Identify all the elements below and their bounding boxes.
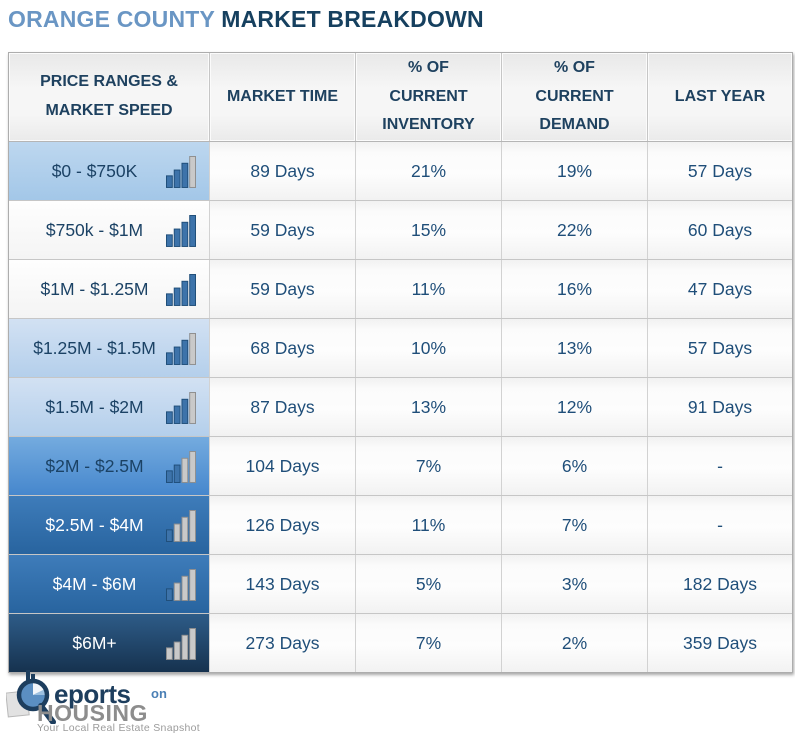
- market-speed-bars-icon: [166, 568, 196, 601]
- price-range-cell: $750k - $1M: [9, 201, 210, 259]
- market-time-cell: 87 Days: [209, 378, 355, 436]
- title-subject: MARKET BREAKDOWN: [221, 6, 484, 32]
- demand-pct-cell: 22%: [501, 201, 647, 259]
- last-year-cell: -: [647, 496, 792, 554]
- title-region: ORANGE COUNTY: [8, 6, 215, 32]
- price-range-label: $0 - $750K: [51, 160, 138, 181]
- header-current-demand: % OF CURRENT DEMAND: [501, 53, 647, 141]
- demand-pct-cell: 12%: [501, 378, 647, 436]
- table-row: $2M - $2.5M 104 Days 7% 6% -: [9, 436, 792, 495]
- price-range-label: $2M - $2.5M: [45, 455, 144, 476]
- demand-pct-cell: 19%: [501, 142, 647, 200]
- logo-text-on: on: [151, 686, 167, 701]
- market-time-cell: 89 Days: [209, 142, 355, 200]
- demand-pct-cell: 7%: [501, 496, 647, 554]
- market-time-cell: 104 Days: [209, 437, 355, 495]
- inventory-pct-cell: 10%: [355, 319, 501, 377]
- price-range-cell: $1M - $1.25M: [9, 260, 210, 318]
- market-speed-bars-icon: [166, 273, 196, 306]
- market-time-cell: 126 Days: [209, 496, 355, 554]
- price-range-cell: $1.25M - $1.5M: [9, 319, 210, 377]
- market-speed-bars-icon: [166, 627, 196, 660]
- price-range-cell: $0 - $750K: [9, 142, 210, 200]
- header-current-inventory: % OF CURRENT INVENTORY: [355, 53, 501, 141]
- table-row: $1.5M - $2M 87 Days 13% 12% 91 Days: [9, 377, 792, 436]
- market-speed-bars-icon: [166, 450, 196, 483]
- table-body: $0 - $750K 89 Days 21% 19% 57 Days $750k - $1…: [9, 142, 792, 672]
- demand-pct-cell: 3%: [501, 555, 647, 613]
- table-row: $0 - $750K 89 Days 21% 19% 57 Days: [9, 142, 792, 200]
- price-range-label: $2.5M - $4M: [45, 514, 144, 535]
- price-range-cell: $1.5M - $2M: [9, 378, 210, 436]
- header-market-time: MARKET TIME: [209, 53, 355, 141]
- market-speed-bars-icon: [166, 391, 196, 424]
- inventory-pct-cell: 15%: [355, 201, 501, 259]
- demand-pct-cell: 6%: [501, 437, 647, 495]
- table-row: $4M - $6M 143 Days 5% 3% 182 Days: [9, 554, 792, 613]
- last-year-cell: 57 Days: [647, 319, 792, 377]
- market-time-cell: 143 Days: [209, 555, 355, 613]
- market-speed-bars-icon: [166, 155, 196, 188]
- last-year-cell: 91 Days: [647, 378, 792, 436]
- price-range-label: $1.25M - $1.5M: [33, 337, 156, 358]
- last-year-cell: 57 Days: [647, 142, 792, 200]
- last-year-cell: 60 Days: [647, 201, 792, 259]
- reports-on-housing-logo: eports on HOUSING Your Local Real Estate…: [6, 666, 266, 734]
- market-speed-bars-icon: [166, 509, 196, 542]
- demand-pct-cell: 16%: [501, 260, 647, 318]
- inventory-pct-cell: 13%: [355, 378, 501, 436]
- table-row: $6M+ 273 Days 7% 2% 359 Days: [9, 613, 792, 672]
- page-title: ORANGE COUNTY MARKET BREAKDOWN: [8, 4, 484, 34]
- table-header-row: PRICE RANGES & MARKET SPEED MARKET TIME …: [9, 53, 792, 142]
- table-row: $2.5M - $4M 126 Days 11% 7% -: [9, 495, 792, 554]
- price-range-cell: $4M - $6M: [9, 555, 210, 613]
- market-time-cell: 68 Days: [209, 319, 355, 377]
- header-last-year: LAST YEAR: [647, 53, 792, 141]
- table-row: $1M - $1.25M 59 Days 11% 16% 47 Days: [9, 259, 792, 318]
- last-year-cell: 182 Days: [647, 555, 792, 613]
- price-range-cell: $2.5M - $4M: [9, 496, 210, 554]
- logo-tagline: Your Local Real Estate Snapshot: [37, 722, 201, 734]
- last-year-cell: 47 Days: [647, 260, 792, 318]
- inventory-pct-cell: 7%: [355, 437, 501, 495]
- header-price-ranges: PRICE RANGES & MARKET SPEED: [9, 53, 209, 141]
- magnifier-r-logo-icon: [6, 670, 56, 724]
- market-speed-bars-icon: [166, 332, 196, 365]
- market-time-cell: 59 Days: [209, 201, 355, 259]
- last-year-cell: 359 Days: [647, 614, 792, 672]
- demand-pct-cell: 2%: [501, 614, 647, 672]
- inventory-pct-cell: 11%: [355, 260, 501, 318]
- logo-text-eports: eports: [54, 679, 131, 709]
- table-row: $1.25M - $1.5M 68 Days 10% 13% 57 Days: [9, 318, 792, 377]
- last-year-cell: -: [647, 437, 792, 495]
- price-range-label: $6M+: [72, 632, 117, 653]
- price-range-cell: $2M - $2.5M: [9, 437, 210, 495]
- table-row: $750k - $1M 59 Days 15% 22% 60 Days: [9, 200, 792, 259]
- logo-text-housing: HOUSING: [37, 700, 148, 726]
- market-time-cell: 273 Days: [209, 614, 355, 672]
- demand-pct-cell: 13%: [501, 319, 647, 377]
- inventory-pct-cell: 7%: [355, 614, 501, 672]
- market-breakdown-table: PRICE RANGES & MARKET SPEED MARKET TIME …: [8, 52, 793, 673]
- price-range-label: $1M - $1.25M: [40, 278, 149, 299]
- inventory-pct-cell: 5%: [355, 555, 501, 613]
- price-range-label: $4M - $6M: [52, 573, 137, 594]
- inventory-pct-cell: 11%: [355, 496, 501, 554]
- market-speed-bars-icon: [166, 214, 196, 247]
- inventory-pct-cell: 21%: [355, 142, 501, 200]
- price-range-label: $1.5M - $2M: [45, 396, 144, 417]
- price-range-label: $750k - $1M: [45, 219, 144, 240]
- market-time-cell: 59 Days: [209, 260, 355, 318]
- price-range-cell: $6M+: [9, 614, 210, 672]
